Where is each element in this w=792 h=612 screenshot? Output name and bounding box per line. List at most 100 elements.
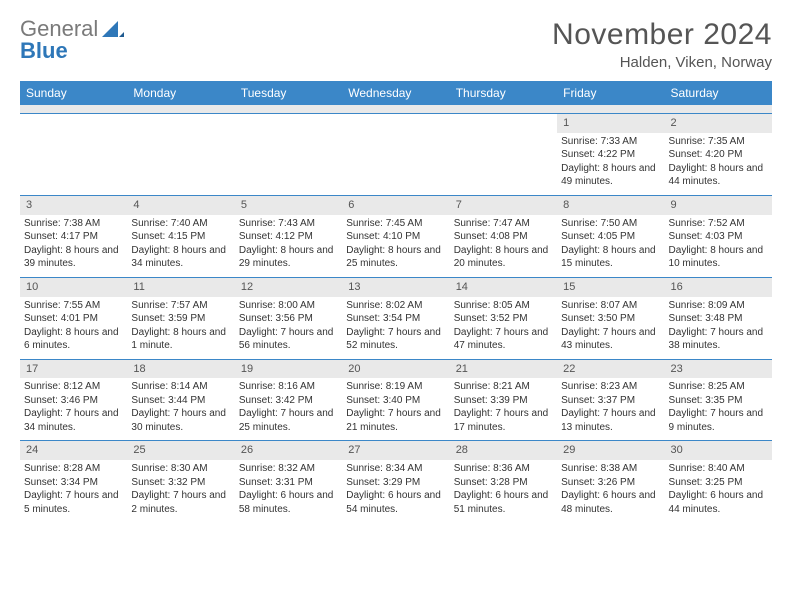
day-number: 13 [342, 278, 449, 297]
week-row: 3Sunrise: 7:38 AMSunset: 4:17 PMDaylight… [20, 195, 772, 277]
dow-cell: Saturday [665, 81, 772, 105]
day-cell: 21Sunrise: 8:21 AMSunset: 3:39 PMDayligh… [450, 360, 557, 441]
day-sunrise: Sunrise: 7:40 AM [131, 217, 230, 231]
spacer-row [20, 105, 772, 113]
day-cell: 26Sunrise: 8:32 AMSunset: 3:31 PMDayligh… [235, 441, 342, 522]
day-sunset: Sunset: 3:32 PM [131, 476, 230, 490]
week-row: 24Sunrise: 8:28 AMSunset: 3:34 PMDayligh… [20, 440, 772, 522]
day-sunset: Sunset: 3:26 PM [561, 476, 660, 490]
day-daylight: Daylight: 8 hours and 15 minutes. [561, 244, 660, 271]
day-number: 4 [127, 196, 234, 215]
week-row: 17Sunrise: 8:12 AMSunset: 3:46 PMDayligh… [20, 359, 772, 441]
day-number: 29 [557, 441, 664, 460]
day-daylight: Daylight: 8 hours and 44 minutes. [669, 162, 768, 189]
day-cell: 23Sunrise: 8:25 AMSunset: 3:35 PMDayligh… [665, 360, 772, 441]
dow-cell: Sunday [20, 81, 127, 105]
day-cell: 30Sunrise: 8:40 AMSunset: 3:25 PMDayligh… [665, 441, 772, 522]
day-number: 24 [20, 441, 127, 460]
day-sunset: Sunset: 4:01 PM [24, 312, 123, 326]
day-cell-empty: . [127, 114, 234, 195]
day-sunset: Sunset: 3:29 PM [346, 476, 445, 490]
header: General Blue November 2024 Halden, Viken… [20, 18, 772, 71]
day-number: 25 [127, 441, 234, 460]
day-number: 18 [127, 360, 234, 379]
day-cell: 6Sunrise: 7:45 AMSunset: 4:10 PMDaylight… [342, 196, 449, 277]
day-daylight: Daylight: 8 hours and 20 minutes. [454, 244, 553, 271]
day-cell-empty: . [20, 114, 127, 195]
day-cell: 8Sunrise: 7:50 AMSunset: 4:05 PMDaylight… [557, 196, 664, 277]
day-sunset: Sunset: 3:48 PM [669, 312, 768, 326]
day-cell-empty: . [450, 114, 557, 195]
day-sunrise: Sunrise: 8:19 AM [346, 380, 445, 394]
day-daylight: Daylight: 7 hours and 43 minutes. [561, 326, 660, 353]
day-sunset: Sunset: 3:31 PM [239, 476, 338, 490]
day-sunset: Sunset: 3:42 PM [239, 394, 338, 408]
day-number: 8 [557, 196, 664, 215]
day-sunset: Sunset: 3:39 PM [454, 394, 553, 408]
day-sunrise: Sunrise: 8:30 AM [131, 462, 230, 476]
day-sunrise: Sunrise: 7:52 AM [669, 217, 768, 231]
day-cell: 24 Sunrise: 8:28 AMSunset: 3:34 PMDayligh… [20, 441, 127, 522]
dow-cell: Wednesday [342, 81, 449, 105]
dow-cell: Tuesday [235, 81, 342, 105]
day-sunset: Sunset: 3:46 PM [24, 394, 123, 408]
day-number: 10 [20, 278, 127, 297]
day-cell: 4Sunrise: 7:40 AMSunset: 4:15 PMDaylight… [127, 196, 234, 277]
day-number: 2 [665, 114, 772, 133]
day-sunrise: Sunrise: 8:00 AM [239, 299, 338, 313]
day-daylight: Daylight: 6 hours and 48 minutes. [561, 489, 660, 516]
day-cell: 15Sunrise: 8:07 AMSunset: 3:50 PMDayligh… [557, 278, 664, 359]
day-number: 3 [20, 196, 127, 215]
day-daylight: Daylight: 8 hours and 25 minutes. [346, 244, 445, 271]
day-sunset: Sunset: 3:59 PM [131, 312, 230, 326]
day-sunset: Sunset: 3:56 PM [239, 312, 338, 326]
day-sunset: Sunset: 4:10 PM [346, 230, 445, 244]
day-cell: 14Sunrise: 8:05 AMSunset: 3:52 PMDayligh… [450, 278, 557, 359]
day-cell: 7Sunrise: 7:47 AMSunset: 4:08 PMDaylight… [450, 196, 557, 277]
calendar: SundayMondayTuesdayWednesdayThursdayFrid… [20, 81, 772, 522]
day-sunrise: Sunrise: 7:57 AM [131, 299, 230, 313]
day-sunrise: Sunrise: 8:23 AM [561, 380, 660, 394]
day-number: 12 [235, 278, 342, 297]
day-cell: 11Sunrise: 7:57 AMSunset: 3:59 PMDayligh… [127, 278, 234, 359]
day-daylight: Daylight: 8 hours and 49 minutes. [561, 162, 660, 189]
day-daylight: Daylight: 8 hours and 1 minute. [131, 326, 230, 353]
day-sunrise: Sunrise: 8:21 AM [454, 380, 553, 394]
day-sunrise: Sunrise: 7:43 AM [239, 217, 338, 231]
day-cell: 22Sunrise: 8:23 AMSunset: 3:37 PMDayligh… [557, 360, 664, 441]
day-number: 22 [557, 360, 664, 379]
brand-sail-icon [102, 21, 124, 44]
day-cell: 16Sunrise: 8:09 AMSunset: 3:48 PMDayligh… [665, 278, 772, 359]
day-number: 5 [235, 196, 342, 215]
day-cell: 29Sunrise: 8:38 AMSunset: 3:26 PMDayligh… [557, 441, 664, 522]
day-sunrise: Sunrise: 7:55 AM [24, 299, 123, 313]
day-sunrise: Sunrise: 8:05 AM [454, 299, 553, 313]
day-number: 26 [235, 441, 342, 460]
day-cell: 17Sunrise: 8:12 AMSunset: 3:46 PMDayligh… [20, 360, 127, 441]
day-sunrise: Sunrise: 7:50 AM [561, 217, 660, 231]
brand-text: General Blue [20, 18, 98, 62]
day-daylight: Daylight: 7 hours and 5 minutes. [24, 489, 123, 516]
day-number: 9 [665, 196, 772, 215]
day-sunrise: Sunrise: 8:14 AM [131, 380, 230, 394]
day-number: 20 [342, 360, 449, 379]
day-sunrise: Sunrise: 7:35 AM [669, 135, 768, 149]
day-daylight: Daylight: 7 hours and 13 minutes. [561, 407, 660, 434]
day-daylight: Daylight: 8 hours and 39 minutes. [24, 244, 123, 271]
day-sunset: Sunset: 3:34 PM [24, 476, 123, 490]
day-cell: 10Sunrise: 7:55 AMSunset: 4:01 PMDayligh… [20, 278, 127, 359]
day-number: 7 [450, 196, 557, 215]
day-cell: 13Sunrise: 8:02 AMSunset: 3:54 PMDayligh… [342, 278, 449, 359]
day-cell: 25Sunrise: 8:30 AMSunset: 3:32 PMDayligh… [127, 441, 234, 522]
day-number: 21 [450, 360, 557, 379]
day-sunrise: Sunrise: 8:40 AM [669, 462, 768, 476]
day-cell: 27Sunrise: 8:34 AMSunset: 3:29 PMDayligh… [342, 441, 449, 522]
day-sunrise: Sunrise: 8:28 AM [24, 462, 123, 476]
day-sunrise: Sunrise: 8:12 AM [24, 380, 123, 394]
day-daylight: Daylight: 7 hours and 56 minutes. [239, 326, 338, 353]
day-cell: 9Sunrise: 7:52 AMSunset: 4:03 PMDaylight… [665, 196, 772, 277]
brand-logo: General Blue [20, 18, 124, 62]
day-cell: 1Sunrise: 7:33 AMSunset: 4:22 PMDaylight… [557, 114, 664, 195]
day-number: 16 [665, 278, 772, 297]
day-sunrise: Sunrise: 8:34 AM [346, 462, 445, 476]
